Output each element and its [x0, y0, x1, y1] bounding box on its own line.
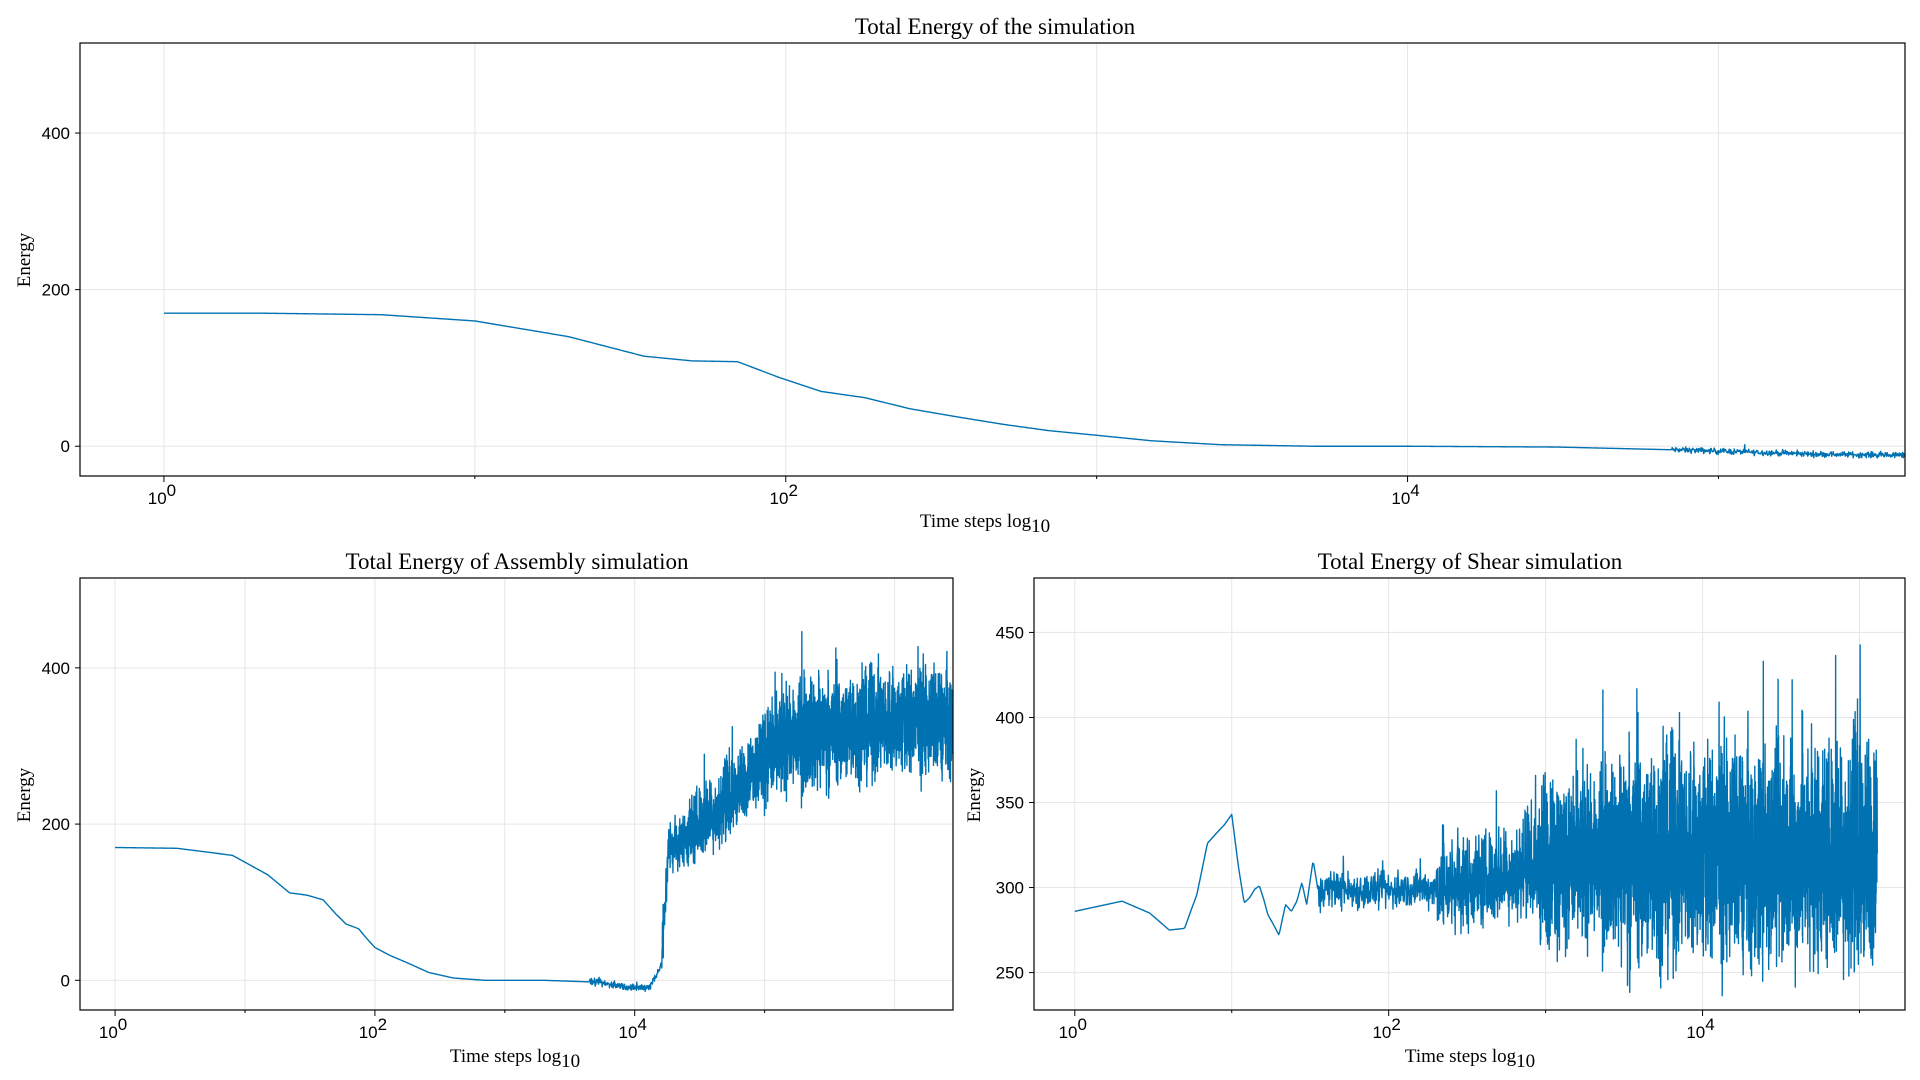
chart-shear-line — [1074, 644, 1879, 997]
chart-shear-x-label-subscript: 10 — [1516, 1051, 1535, 1072]
x-tick-label: 102 — [1372, 1015, 1400, 1042]
x-tick-label: 104 — [1391, 481, 1419, 508]
chart-top-y-label: Energy — [14, 232, 35, 287]
chart-assembly: Total Energy of Assembly simulation 0200… — [14, 549, 954, 1072]
chart-shear-title: Total Energy of Shear simulation — [1318, 549, 1623, 574]
y-tick-label: 350 — [996, 794, 1024, 813]
x-tick-exponent: 4 — [637, 1015, 646, 1034]
y-tick-label: 0 — [61, 437, 70, 456]
chart-shear-y-ticks: 250 300 350 400 450 — [996, 623, 1034, 983]
chart-top-x-label-text: Time steps log — [920, 511, 1032, 532]
chart-assembly-y-ticks: 0 200 400 — [42, 659, 80, 990]
y-tick-label: 200 — [42, 815, 70, 834]
x-tick-base: 10 — [770, 489, 789, 508]
chart-top-line — [163, 312, 1905, 459]
chart-assembly-x-label: Time steps log10 — [450, 1046, 580, 1072]
y-tick-label: 400 — [996, 708, 1024, 727]
chart-top-frame — [79, 42, 1906, 477]
chart-shear-x-label: Time steps log10 — [1405, 1046, 1535, 1072]
chart-top-x-label-subscript: 10 — [1031, 516, 1050, 537]
chart-top: Total Energy of the simulation 0 200 400 1… — [14, 14, 1906, 537]
x-tick-exponent: 4 — [1705, 1015, 1714, 1034]
x-tick-exponent: 2 — [378, 1015, 387, 1034]
chart-assembly-y-label: Energy — [14, 767, 35, 822]
y-tick-label: 300 — [996, 879, 1024, 898]
chart-top-y-ticks: 0 200 400 — [42, 124, 80, 456]
chart-assembly-x-label-text: Time steps log — [450, 1046, 562, 1067]
chart-shear-x-ticks: 100 102 104 — [1059, 1010, 1860, 1042]
chart-assembly-frame — [79, 577, 954, 1011]
x-tick-base: 10 — [1059, 1023, 1078, 1042]
y-tick-label: 200 — [42, 281, 70, 300]
x-tick-exponent: 0 — [1078, 1015, 1087, 1034]
x-tick-label: 100 — [99, 1015, 127, 1042]
chart-assembly-grid — [80, 578, 953, 1010]
x-tick-label: 104 — [619, 1015, 647, 1042]
y-tick-label: 0 — [61, 971, 70, 990]
energy-series-line — [115, 630, 953, 993]
x-tick-exponent: 2 — [788, 481, 797, 500]
chart-assembly-x-ticks: 100 102 104 — [99, 1010, 766, 1042]
x-tick-base: 10 — [359, 1023, 378, 1042]
x-tick-exponent: 4 — [1410, 481, 1419, 500]
y-tick-label: 250 — [996, 964, 1024, 983]
chart-assembly-title: Total Energy of Assembly simulation — [346, 549, 689, 574]
chart-top-x-label: Time steps log10 — [920, 511, 1050, 537]
x-tick-label: 102 — [359, 1015, 387, 1042]
chart-shear-frame — [1033, 577, 1906, 1011]
chart-shear: Total Energy of Shear simulation 250 300 3… — [964, 549, 1906, 1072]
x-tick-label: 100 — [1059, 1015, 1087, 1042]
x-tick-base: 10 — [1372, 1023, 1391, 1042]
x-tick-base: 10 — [1686, 1023, 1705, 1042]
chart-shear-x-label-text: Time steps log — [1405, 1046, 1517, 1067]
x-tick-label: 100 — [148, 481, 176, 508]
x-tick-base: 10 — [1391, 489, 1410, 508]
chart-top-title: Total Energy of the simulation — [855, 14, 1136, 39]
x-tick-base: 10 — [619, 1023, 638, 1042]
x-tick-exponent: 0 — [167, 481, 176, 500]
chart-top-grid — [80, 43, 1905, 476]
x-tick-label: 104 — [1686, 1015, 1714, 1042]
chart-assembly-line — [115, 630, 953, 993]
x-tick-base: 10 — [148, 489, 167, 508]
chart-assembly-x-label-subscript: 10 — [561, 1051, 580, 1072]
x-tick-base: 10 — [99, 1023, 118, 1042]
chart-shear-y-label: Energy — [964, 767, 985, 822]
y-tick-label: 450 — [996, 623, 1024, 642]
y-tick-label: 400 — [42, 659, 70, 678]
x-tick-label: 102 — [770, 481, 798, 508]
y-tick-label: 400 — [42, 124, 70, 143]
x-tick-exponent: 0 — [118, 1015, 127, 1034]
energy-series-line — [163, 312, 1905, 459]
chart-top-x-ticks: 100 102 104 — [148, 476, 1719, 508]
energy-series-line — [1074, 644, 1879, 997]
x-tick-exponent: 2 — [1391, 1015, 1400, 1034]
